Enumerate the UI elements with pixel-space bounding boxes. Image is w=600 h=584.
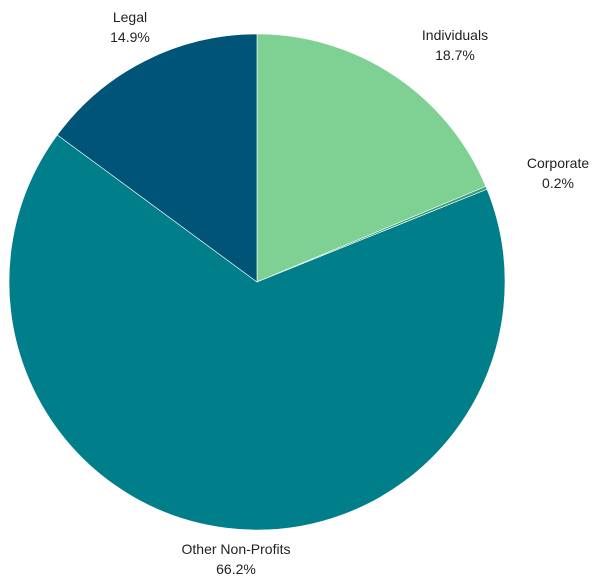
slice-label: Individuals (422, 27, 488, 43)
slice-value-label: 18.7% (435, 47, 475, 63)
slice-value-label: 0.2% (542, 175, 574, 191)
slice-label: Legal (113, 9, 147, 25)
pie-slice-individuals (256, 33, 487, 283)
pie-labels: Individuals 18.7% Corporate 0.2% Other Non-P… (110, 9, 589, 577)
slice-value-label: 66.2% (216, 561, 256, 577)
pie-slice-other-non-profits (8, 134, 506, 531)
slice-value-label: 14.9% (110, 29, 150, 45)
slice-label: Corporate (527, 155, 589, 171)
pie-slices (8, 33, 506, 531)
slice-label: Other Non-Profits (182, 541, 291, 557)
pie-slice-legal (56, 33, 258, 283)
